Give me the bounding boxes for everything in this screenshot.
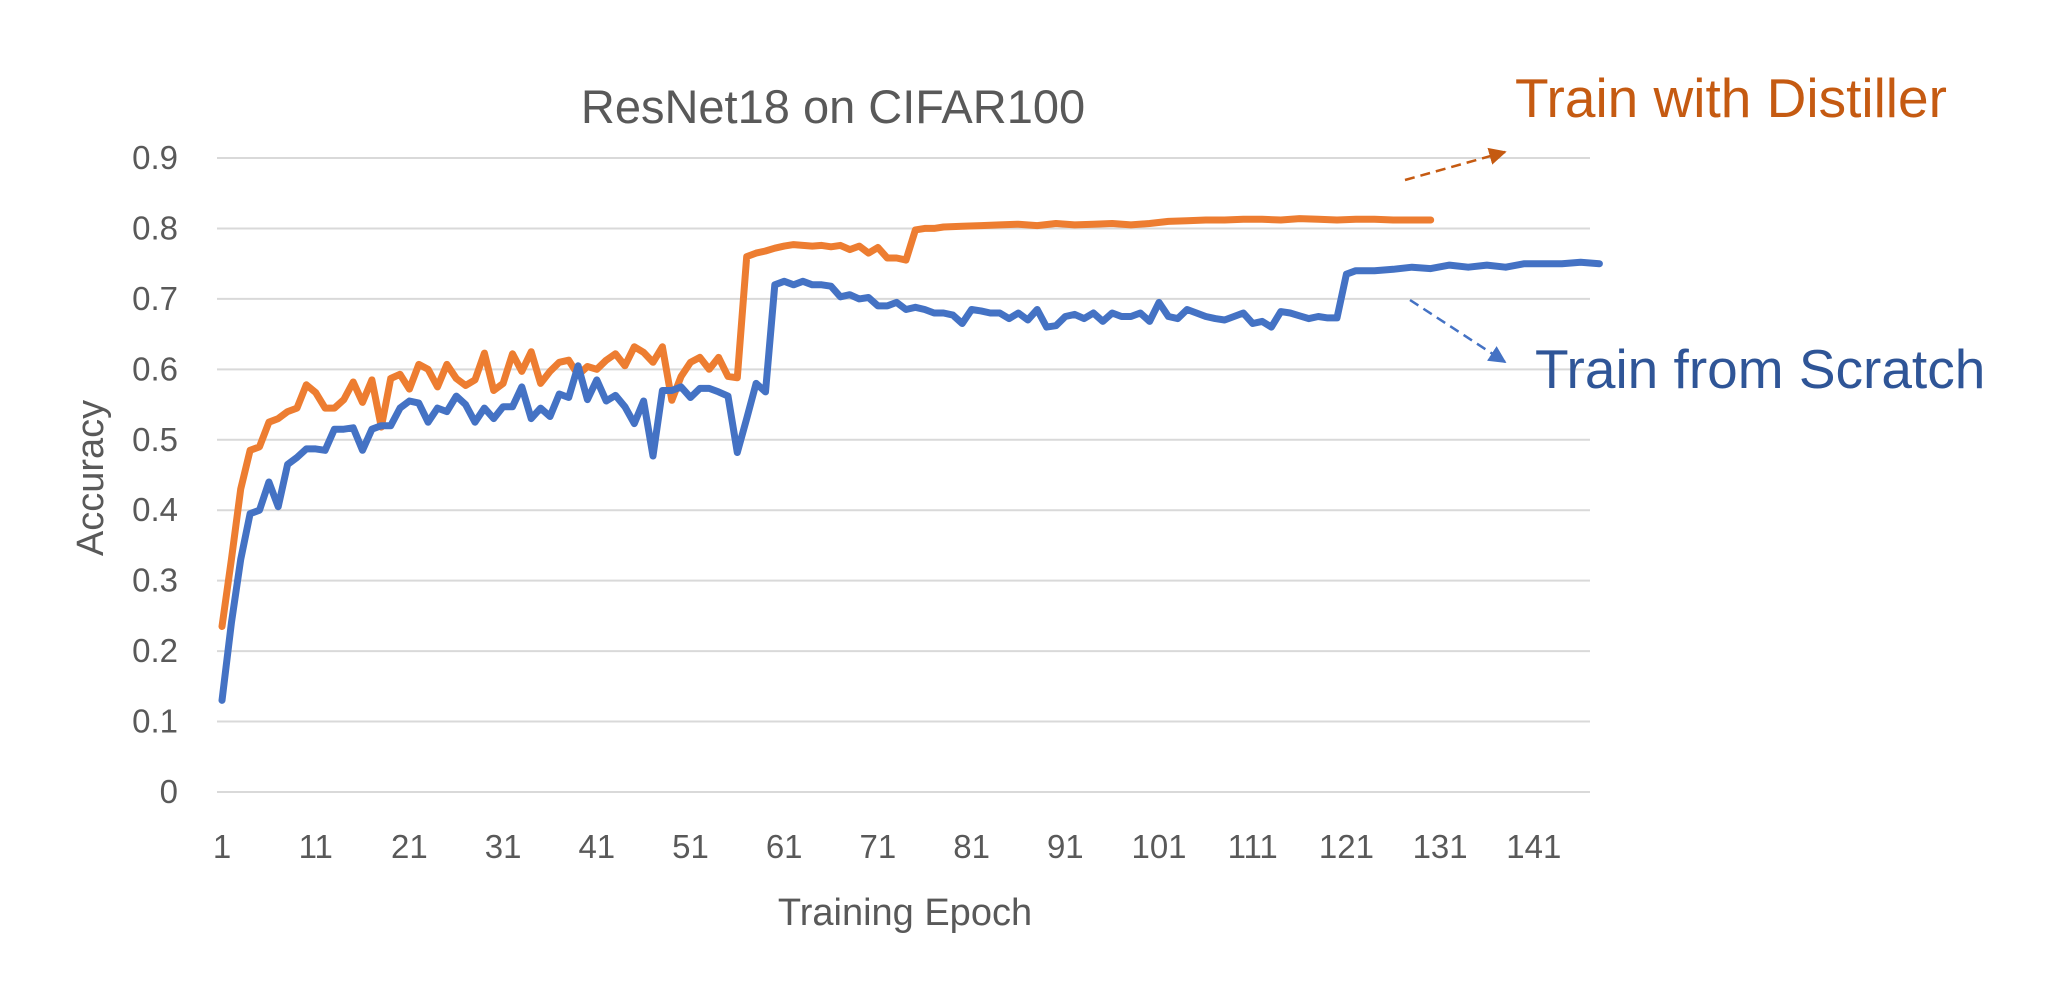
y-tick-label: 0.9 (132, 139, 178, 176)
x-axis-title: Training Epoch (778, 892, 1032, 934)
x-tick-label: 121 (1319, 828, 1374, 865)
x-tick-label: 91 (1047, 828, 1084, 865)
chart-title: ResNet18 on CIFAR100 (581, 80, 1085, 133)
y-tick-label: 0 (160, 773, 178, 810)
x-tick-label: 31 (485, 828, 522, 865)
x-tick-label: 51 (672, 828, 709, 865)
x-tick-label: 1 (213, 828, 231, 865)
y-axis-title: Accuracy (70, 400, 112, 556)
y-tick-label: 0.3 (132, 562, 178, 599)
x-tick-label: 71 (860, 828, 897, 865)
y-axis-ticks: 0 0.1 0.2 0.3 0.4 0.5 0.6 0.7 0.8 0.9 (132, 139, 178, 810)
x-tick-label: 21 (391, 828, 428, 865)
x-tick-label: 41 (578, 828, 615, 865)
gridlines (217, 157, 1590, 793)
annotation-distiller-arrow (1404, 147, 1507, 182)
x-tick-label: 61 (766, 828, 803, 865)
x-tick-label: 131 (1413, 828, 1468, 865)
annotation-scratch: Train from Scratch (1535, 338, 1985, 400)
y-tick-label: 0.7 (132, 280, 178, 317)
x-axis-ticks: 1 11 21 31 41 51 61 71 81 91 101 111 121 131 141 (213, 828, 1562, 865)
y-tick-label: 0.5 (132, 421, 178, 458)
x-tick-label: 101 (1131, 828, 1186, 865)
series-group (218, 215, 1603, 704)
y-tick-label: 0.4 (132, 491, 178, 528)
y-tick-label: 0.8 (132, 209, 178, 246)
annotation-distiller: Train with Distiller (1515, 67, 1947, 129)
x-tick-label: 81 (953, 828, 990, 865)
y-tick-label: 0.2 (132, 632, 178, 669)
y-tick-label: 0.1 (132, 703, 178, 740)
annotation-scratch-arrow (1409, 298, 1507, 364)
series-line-train-with-distiller (218, 215, 1435, 630)
x-tick-label: 111 (1228, 828, 1278, 865)
series-line-train-from-scratch (218, 258, 1603, 704)
x-tick-label: 141 (1506, 828, 1561, 865)
x-tick-label: 11 (299, 828, 333, 865)
y-tick-label: 0.6 (132, 350, 178, 387)
